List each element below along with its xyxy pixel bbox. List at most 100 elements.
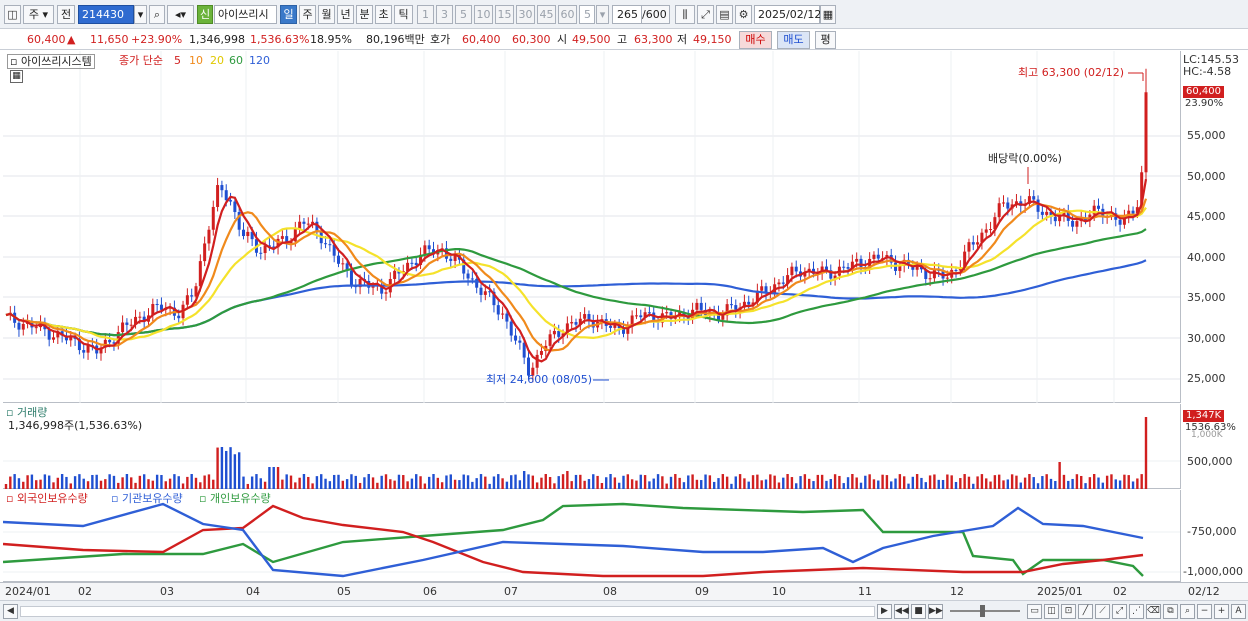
- legend-individual: ▫ 개인보유수량: [199, 492, 271, 505]
- eraser-icon[interactable]: ⌫: [1146, 604, 1161, 619]
- scroll-left-icon[interactable]: ◀: [3, 604, 18, 619]
- tab-second[interactable]: 초: [375, 5, 392, 24]
- window-icon[interactable]: ◫: [1044, 604, 1059, 619]
- candle-body: [971, 242, 975, 245]
- tab-month[interactable]: 월: [318, 5, 335, 24]
- candle-body: [518, 340, 522, 343]
- volume-bar: [475, 478, 478, 489]
- grid-toggle-icon[interactable]: ▦: [10, 70, 23, 83]
- date-input[interactable]: 2025/02/12: [754, 5, 821, 24]
- tab-tick[interactable]: 틱: [394, 5, 413, 24]
- code-dropdown-icon[interactable]: ▾: [134, 5, 147, 24]
- candle-body: [794, 266, 798, 272]
- candle-body: [557, 330, 561, 337]
- candle-body: [1053, 216, 1057, 222]
- zoom-out-icon[interactable]: −: [1197, 604, 1212, 619]
- interval-45[interactable]: 45: [537, 5, 556, 24]
- interval-3[interactable]: 3: [436, 5, 453, 24]
- interval-5[interactable]: 5: [455, 5, 472, 24]
- tab-minute[interactable]: 분: [356, 5, 373, 24]
- price-chart-panel[interactable]: ▫ 아이쓰리시스템 종가 단순 5 10 20 60 120 ▦ 최고 63,3…: [3, 51, 1180, 403]
- stock-code-input[interactable]: 214430: [78, 5, 134, 24]
- zoom-slider-track[interactable]: [950, 610, 1020, 612]
- scroll-track[interactable]: [20, 606, 875, 617]
- candle-body: [492, 291, 496, 306]
- candle-body: [237, 212, 241, 230]
- volume-tick-hidden: 1,000K: [1191, 430, 1223, 440]
- draw-trend-icon[interactable]: ⤢: [1112, 604, 1127, 619]
- stop-icon[interactable]: ■: [911, 604, 926, 619]
- volume-bar: [566, 471, 569, 489]
- chart-menu-icon[interactable]: ◫: [4, 5, 21, 24]
- volume-bar: [1075, 474, 1079, 489]
- volume-bar: [548, 477, 552, 489]
- candle-body: [427, 245, 431, 250]
- data-count-input[interactable]: 265: [612, 5, 642, 24]
- scroll-right-icon[interactable]: ▶: [877, 604, 892, 619]
- holdings-tick: -750,000: [1187, 525, 1237, 538]
- volume-bar: [458, 480, 461, 489]
- fast-forward-icon[interactable]: ▶▶: [928, 604, 943, 619]
- search-icon[interactable]: ⌕: [149, 5, 165, 24]
- volume-bar: [803, 474, 807, 489]
- buy-button[interactable]: 매수: [739, 31, 772, 49]
- interval-30[interactable]: 30: [516, 5, 535, 24]
- sound-icon[interactable]: ◂▾: [167, 5, 194, 24]
- tab-day[interactable]: 일: [280, 5, 297, 24]
- interval-dropdown-icon[interactable]: ▾: [596, 5, 609, 24]
- chart-scrollbar[interactable]: ◀ ▶ ◀◀ ■ ▶▶ ▭ ◫ ⊡ ╱ ⟋ ⤢ ⋰ ⌫ ⧉ ⌕ − + A: [0, 600, 1248, 621]
- volume-bar: [656, 474, 660, 489]
- candle-body: [293, 228, 297, 242]
- zoom-slider-handle[interactable]: [980, 605, 985, 617]
- volume-bar: [259, 478, 262, 489]
- volume-bar: [225, 450, 228, 489]
- tab-week[interactable]: 주: [299, 5, 316, 24]
- holdings-panel[interactable]: ▫ 외국인보유수량 ▫ 기관보유수량 ▫ 개인보유수량: [3, 490, 1180, 582]
- jeon-button[interactable]: 전: [57, 5, 75, 24]
- candle-body: [306, 223, 310, 225]
- auto-scale-icon[interactable]: A: [1231, 604, 1246, 619]
- layout-icon[interactable]: ▭: [1027, 604, 1042, 619]
- draw-line-icon[interactable]: ╱: [1078, 604, 1093, 619]
- volume-axis: 1,347K 1536.63% 1,000K 500,000: [1180, 404, 1248, 489]
- draw-ray-icon[interactable]: ⟋: [1095, 604, 1110, 619]
- volume-bar: [902, 476, 906, 489]
- volume-bar: [207, 474, 211, 489]
- volume-bar: [963, 474, 966, 489]
- interval-1[interactable]: 1: [417, 5, 434, 24]
- volume-bar: [790, 477, 794, 489]
- settings-gear-icon[interactable]: ⚙: [735, 5, 752, 24]
- volume-bar: [531, 475, 535, 489]
- candle-body: [345, 263, 349, 271]
- candle-body: [932, 269, 936, 279]
- volume-bar: [851, 474, 854, 489]
- volume-bar: [186, 476, 189, 489]
- draw-channel-icon[interactable]: ⋰: [1129, 604, 1144, 619]
- interval-15[interactable]: 15: [495, 5, 514, 24]
- candle-body: [267, 245, 271, 247]
- magnifier-icon[interactable]: ⌕: [1180, 604, 1195, 619]
- period-type-select[interactable]: 주 ▾: [23, 5, 54, 24]
- avg-button[interactable]: 평: [815, 31, 836, 49]
- interval-10[interactable]: 10: [474, 5, 493, 24]
- zoom-in-icon[interactable]: +: [1214, 604, 1229, 619]
- volume-bar: [56, 477, 60, 489]
- save-icon[interactable]: ▤: [716, 5, 733, 24]
- chart-type-icon[interactable]: ⊡: [1061, 604, 1076, 619]
- volume-panel[interactable]: ▫ 거래량 1,346,998주(1,536.63%): [3, 404, 1180, 489]
- interval-value[interactable]: 5: [579, 5, 595, 24]
- indicator-icon[interactable]: ⤢: [697, 5, 714, 24]
- copy-icon[interactable]: ⧉: [1163, 604, 1178, 619]
- volume-bar: [69, 483, 72, 489]
- tab-year[interactable]: 년: [337, 5, 354, 24]
- volume-bar: [4, 484, 8, 489]
- candle-type-icon[interactable]: ⫼: [675, 5, 695, 24]
- high-price: 63,300: [634, 33, 673, 46]
- volume-bar: [868, 474, 871, 489]
- rewind-icon[interactable]: ◀◀: [894, 604, 909, 619]
- interval-60[interactable]: 60: [558, 5, 577, 24]
- calendar-icon[interactable]: ▦: [820, 5, 836, 24]
- volume-bar: [898, 474, 902, 489]
- candle-body: [850, 261, 854, 269]
- sell-button[interactable]: 매도: [777, 31, 810, 49]
